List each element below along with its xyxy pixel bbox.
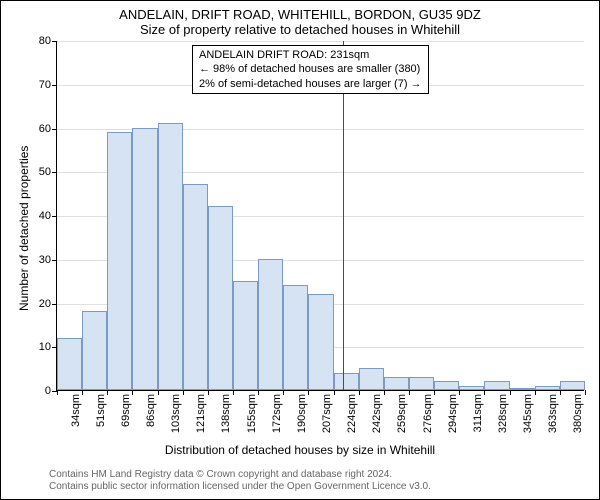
y-tick-label: 30 bbox=[39, 254, 57, 266]
legend-line-3: 2% of semi-detached houses are larger (7… bbox=[199, 77, 422, 91]
histogram-bar bbox=[434, 381, 459, 390]
x-tick-label: 345sqm bbox=[522, 390, 534, 433]
x-tick bbox=[82, 390, 83, 395]
histogram-bar bbox=[158, 123, 183, 390]
x-tick bbox=[459, 390, 460, 395]
x-tick-label: 311sqm bbox=[472, 390, 484, 432]
histogram-bar bbox=[107, 132, 132, 390]
y-tick-label: 70 bbox=[39, 79, 57, 91]
histogram-plot: 0102030405060708034sqm51sqm69sqm86sqm103… bbox=[56, 41, 584, 391]
histogram-bar bbox=[359, 368, 384, 390]
x-axis-label: Distribution of detached houses by size … bbox=[1, 443, 599, 457]
x-tick bbox=[57, 390, 58, 395]
x-tick bbox=[409, 390, 410, 395]
y-tick-label: 10 bbox=[39, 341, 57, 353]
x-tick-label: 34sqm bbox=[70, 390, 82, 427]
histogram-bar bbox=[82, 311, 107, 390]
x-tick bbox=[233, 390, 234, 395]
histogram-bar bbox=[308, 294, 333, 390]
histogram-bar bbox=[283, 285, 308, 390]
x-tick bbox=[158, 390, 159, 395]
legend-line-2: ← 98% of detached houses are smaller (38… bbox=[199, 62, 422, 76]
x-tick-label: 207sqm bbox=[321, 390, 333, 433]
histogram-bar bbox=[233, 281, 258, 390]
histogram-bar bbox=[334, 373, 359, 391]
x-tick bbox=[334, 390, 335, 395]
gridline bbox=[57, 41, 584, 42]
x-tick-label: 69sqm bbox=[120, 390, 132, 427]
legend-line-1: ANDELAIN DRIFT ROAD: 231sqm bbox=[199, 48, 422, 62]
x-tick bbox=[183, 390, 184, 395]
x-tick-label: 259sqm bbox=[397, 390, 409, 433]
y-axis-label: Number of detached properties bbox=[17, 146, 31, 311]
x-tick-label: 380sqm bbox=[573, 390, 585, 433]
histogram-bar bbox=[183, 184, 208, 390]
x-tick bbox=[208, 390, 209, 395]
copyright-line-2: Contains public sector information licen… bbox=[49, 481, 431, 493]
x-tick bbox=[535, 390, 536, 395]
x-tick bbox=[560, 390, 561, 395]
copyright-line-1: Contains HM Land Registry data © Crown c… bbox=[49, 469, 431, 481]
x-tick-label: 51sqm bbox=[95, 390, 107, 427]
x-tick-label: 190sqm bbox=[296, 390, 308, 433]
legend-box: ANDELAIN DRIFT ROAD: 231sqm← 98% of deta… bbox=[192, 45, 429, 94]
x-tick bbox=[132, 390, 133, 395]
y-tick-label: 60 bbox=[39, 123, 57, 135]
x-tick bbox=[384, 390, 385, 395]
page-subtitle: Size of property relative to detached ho… bbox=[1, 22, 599, 37]
histogram-bar bbox=[132, 128, 157, 391]
histogram-bar bbox=[409, 377, 434, 390]
y-tick-label: 0 bbox=[45, 385, 57, 397]
x-tick-label: 172sqm bbox=[271, 390, 283, 433]
y-tick-label: 40 bbox=[39, 210, 57, 222]
x-tick bbox=[585, 390, 586, 395]
x-tick bbox=[484, 390, 485, 395]
x-tick bbox=[107, 390, 108, 395]
x-tick bbox=[510, 390, 511, 395]
x-tick bbox=[283, 390, 284, 395]
x-tick bbox=[308, 390, 309, 395]
histogram-bar bbox=[57, 338, 82, 391]
histogram-bar bbox=[384, 377, 409, 390]
y-tick-label: 20 bbox=[39, 298, 57, 310]
histogram-bar bbox=[484, 381, 509, 390]
x-tick bbox=[258, 390, 259, 395]
x-tick-label: 103sqm bbox=[170, 390, 182, 433]
x-tick-label: 86sqm bbox=[145, 390, 157, 427]
histogram-bar bbox=[208, 206, 233, 390]
x-tick bbox=[359, 390, 360, 395]
page-title: ANDELAIN, DRIFT ROAD, WHITEHILL, BORDON,… bbox=[1, 7, 599, 22]
x-tick-label: 155sqm bbox=[246, 390, 258, 433]
x-tick-label: 138sqm bbox=[221, 390, 233, 433]
y-tick-label: 80 bbox=[39, 35, 57, 47]
x-tick-label: 224sqm bbox=[346, 390, 358, 433]
x-tick-label: 294sqm bbox=[447, 390, 459, 433]
x-tick-label: 363sqm bbox=[547, 390, 559, 433]
x-tick-label: 328sqm bbox=[497, 390, 509, 433]
copyright-text: Contains HM Land Registry data © Crown c… bbox=[49, 469, 431, 493]
y-tick-label: 50 bbox=[39, 166, 57, 178]
x-tick-label: 242sqm bbox=[371, 390, 383, 433]
histogram-bar bbox=[560, 381, 585, 390]
x-tick-label: 276sqm bbox=[422, 390, 434, 433]
x-tick-label: 121sqm bbox=[195, 390, 207, 433]
histogram-bar bbox=[258, 259, 283, 390]
x-tick bbox=[434, 390, 435, 395]
